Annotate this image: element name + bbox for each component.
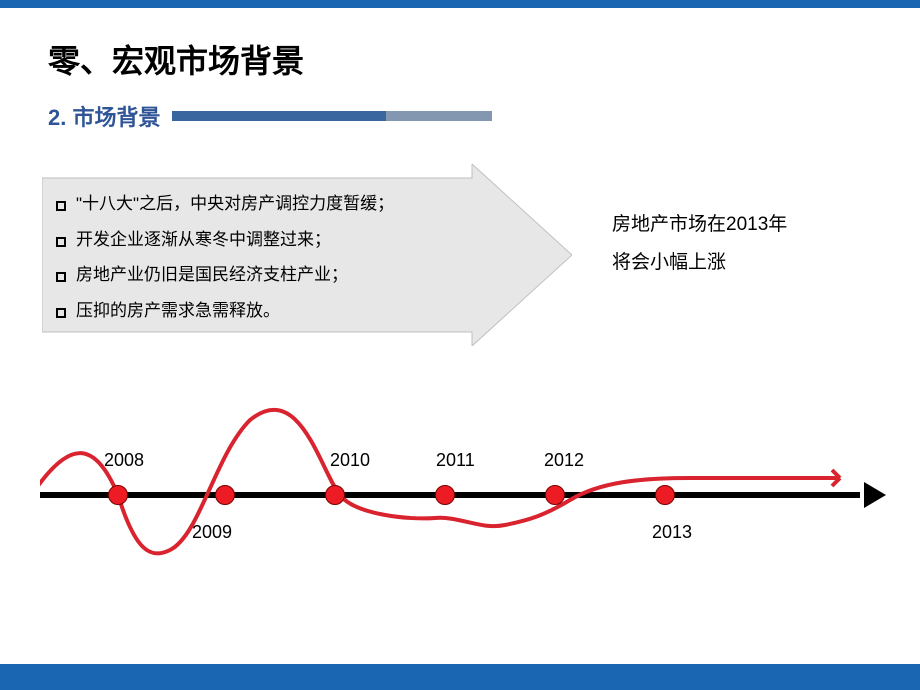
bottom-bar <box>0 664 920 690</box>
bullet-icon <box>56 237 66 247</box>
bullet-text: 压抑的房产需求急需释放。 <box>76 293 280 329</box>
year-label: 2008 <box>104 450 144 471</box>
year-label: 2012 <box>544 450 584 471</box>
subtitle-bar <box>172 111 492 121</box>
timeline-dot <box>435 485 455 505</box>
bullet-text: 开发企业逐渐从寒冬中调整过来； <box>76 222 331 258</box>
year-label: 2010 <box>330 450 370 471</box>
year-label: 2011 <box>436 450 475 471</box>
bullet-item: 房地产业仍旧是国民经济支柱产业； <box>56 257 456 293</box>
conclusion-line: 将会小幅上涨 <box>612 244 787 282</box>
top-bar <box>0 0 920 8</box>
year-label: 2009 <box>192 522 232 543</box>
timeline-chart: 2008 2009 2010 2011 2012 2013 <box>40 400 884 580</box>
bullet-item: "十八大"之后，中央对房产调控力度暂缓； <box>56 186 456 222</box>
bullet-icon <box>56 308 66 318</box>
page-title: 零、宏观市场背景 <box>48 36 920 82</box>
subtitle: 2. 市场背景 <box>48 100 160 132</box>
bullet-text: "十八大"之后，中央对房产调控力度暂缓； <box>76 186 394 222</box>
conclusion-note: 房地产市场在2013年 将会小幅上涨 <box>612 206 787 282</box>
bullet-item: 压抑的房产需求急需释放。 <box>56 293 456 329</box>
bullet-list: "十八大"之后，中央对房产调控力度暂缓； 开发企业逐渐从寒冬中调整过来； 房地产… <box>56 186 456 329</box>
bullet-icon <box>56 272 66 282</box>
subtitle-row: 2. 市场背景 <box>48 100 920 132</box>
subtitle-bar-main <box>172 111 385 121</box>
timeline-dot <box>108 485 128 505</box>
bullet-icon <box>56 201 66 211</box>
conclusion-line: 房地产市场在2013年 <box>612 206 787 244</box>
trend-curve <box>40 400 884 580</box>
bullet-item: 开发企业逐渐从寒冬中调整过来； <box>56 222 456 258</box>
year-label: 2013 <box>652 522 692 543</box>
bullet-text: 房地产业仍旧是国民经济支柱产业； <box>76 257 348 293</box>
arrow-callout: "十八大"之后，中央对房产调控力度暂缓； 开发企业逐渐从寒冬中调整过来； 房地产… <box>42 164 572 346</box>
timeline-dot <box>545 485 565 505</box>
subtitle-bar-tail <box>386 111 493 121</box>
timeline-dot <box>325 485 345 505</box>
timeline-dot <box>215 485 235 505</box>
timeline-dot <box>655 485 675 505</box>
